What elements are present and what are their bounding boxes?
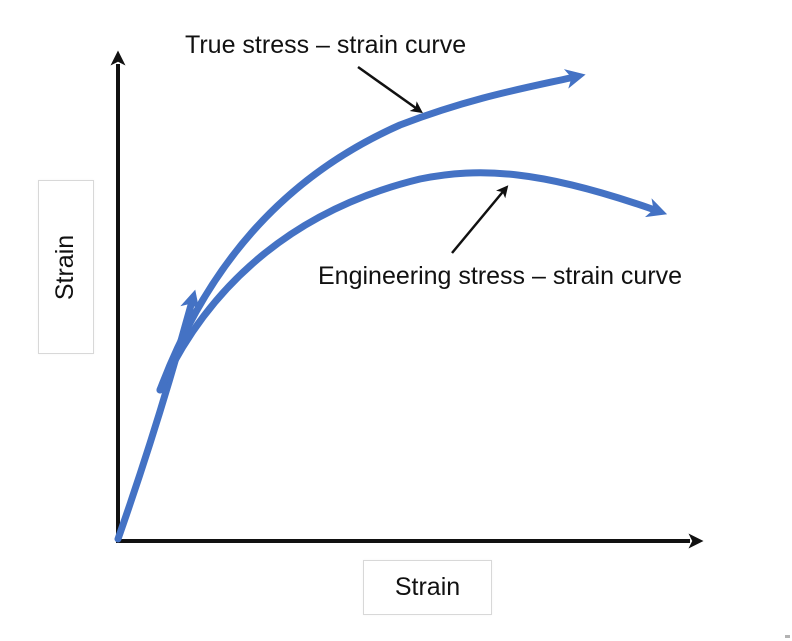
x-axis-label: Strain <box>394 573 461 601</box>
engineering-curve-label: Engineering stress – strain curve <box>318 262 683 290</box>
true-curve-label: True stress – strain curve <box>185 31 467 59</box>
x-axis-label-box: Strain <box>363 560 492 615</box>
y-axis-label: Strain <box>51 234 80 300</box>
true-stress-curve <box>156 69 586 394</box>
y-axis-label-box: Strain <box>38 180 94 354</box>
corner-artifact <box>785 635 790 638</box>
engineering-curve-pointer-arrow <box>451 185 509 254</box>
engineering-stress-curve <box>156 169 668 394</box>
true-curve-pointer-arrow <box>357 65 423 114</box>
